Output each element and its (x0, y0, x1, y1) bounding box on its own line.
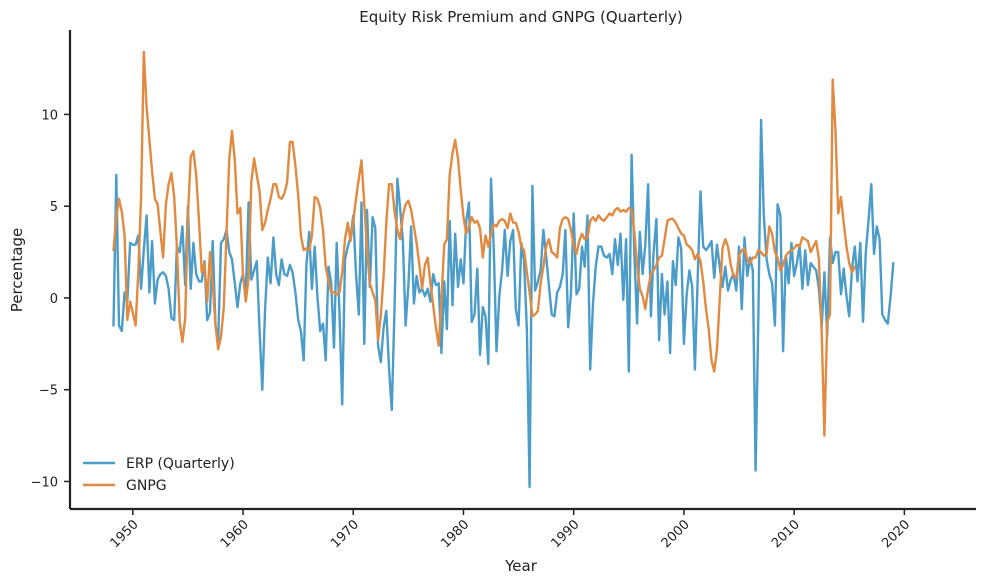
chart-title: Equity Risk Premium and GNPG (Quarterly) (359, 8, 683, 26)
legend-label-erp: ERP (Quarterly) (126, 456, 235, 472)
y-axis-ticks: −10 −5 0 5 10 (31, 108, 70, 490)
legend: ERP (Quarterly) GNPG (83, 456, 235, 494)
y-tick-label: 10 (41, 108, 58, 123)
x-tick-label: 2010 (769, 517, 803, 551)
y-tick-label: −10 (31, 475, 58, 490)
y-tick-label: −5 (39, 384, 58, 399)
series-line-gnpg (112, 50, 856, 437)
series-layer (112, 50, 895, 489)
y-axis-title: Percentage (8, 228, 26, 312)
x-tick-label: 1950 (108, 517, 142, 551)
x-axis-ticks: 1950 1960 1970 1980 1990 2000 2010 2020 (108, 509, 913, 551)
series-line-erp (112, 118, 895, 489)
y-tick-label: 0 (50, 292, 58, 307)
x-tick-label: 1990 (549, 517, 583, 551)
x-tick-label: 1970 (328, 517, 362, 551)
x-tick-label: 1960 (218, 517, 252, 551)
x-axis-title: Year (504, 557, 538, 575)
legend-label-gnpg: GNPG (126, 478, 167, 494)
y-tick-label: 5 (50, 200, 58, 215)
x-tick-label: 1980 (438, 517, 472, 551)
x-tick-label: 2000 (659, 517, 693, 551)
x-tick-label: 2020 (879, 517, 913, 551)
